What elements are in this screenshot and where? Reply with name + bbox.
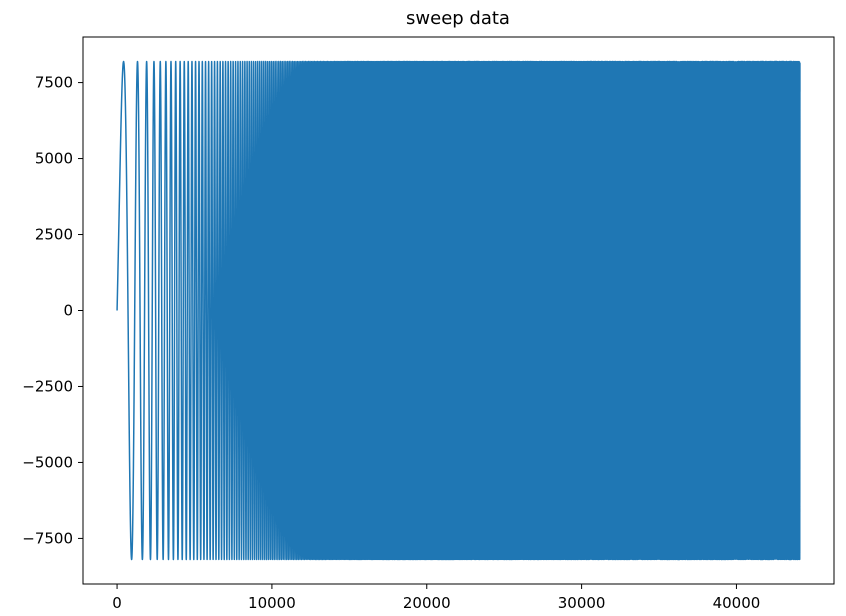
x-tick-label: 30000 (558, 594, 606, 612)
x-tick-label: 20000 (403, 594, 451, 612)
chart-title: sweep data (406, 8, 510, 29)
y-tick-label: 7500 (35, 74, 73, 92)
x-tick-label: 0 (112, 594, 122, 612)
x-tick-label: 40000 (713, 594, 761, 612)
x-axis: 0 10000 20000 30000 40000 (112, 584, 760, 612)
y-tick-label: 2500 (35, 226, 73, 244)
y-tick-label: −5000 (22, 453, 73, 471)
y-tick-label: −7500 (22, 529, 73, 547)
x-tick-label: 10000 (248, 594, 296, 612)
y-tick-label: 5000 (35, 150, 73, 168)
series-line-0 (116, 60, 801, 561)
series-layer (116, 60, 801, 561)
y-axis: −7500 −5000 −2500 0 2500 5000 7500 (22, 74, 83, 547)
y-tick-label: 0 (63, 302, 73, 320)
y-tick-label: −2500 (22, 377, 73, 395)
